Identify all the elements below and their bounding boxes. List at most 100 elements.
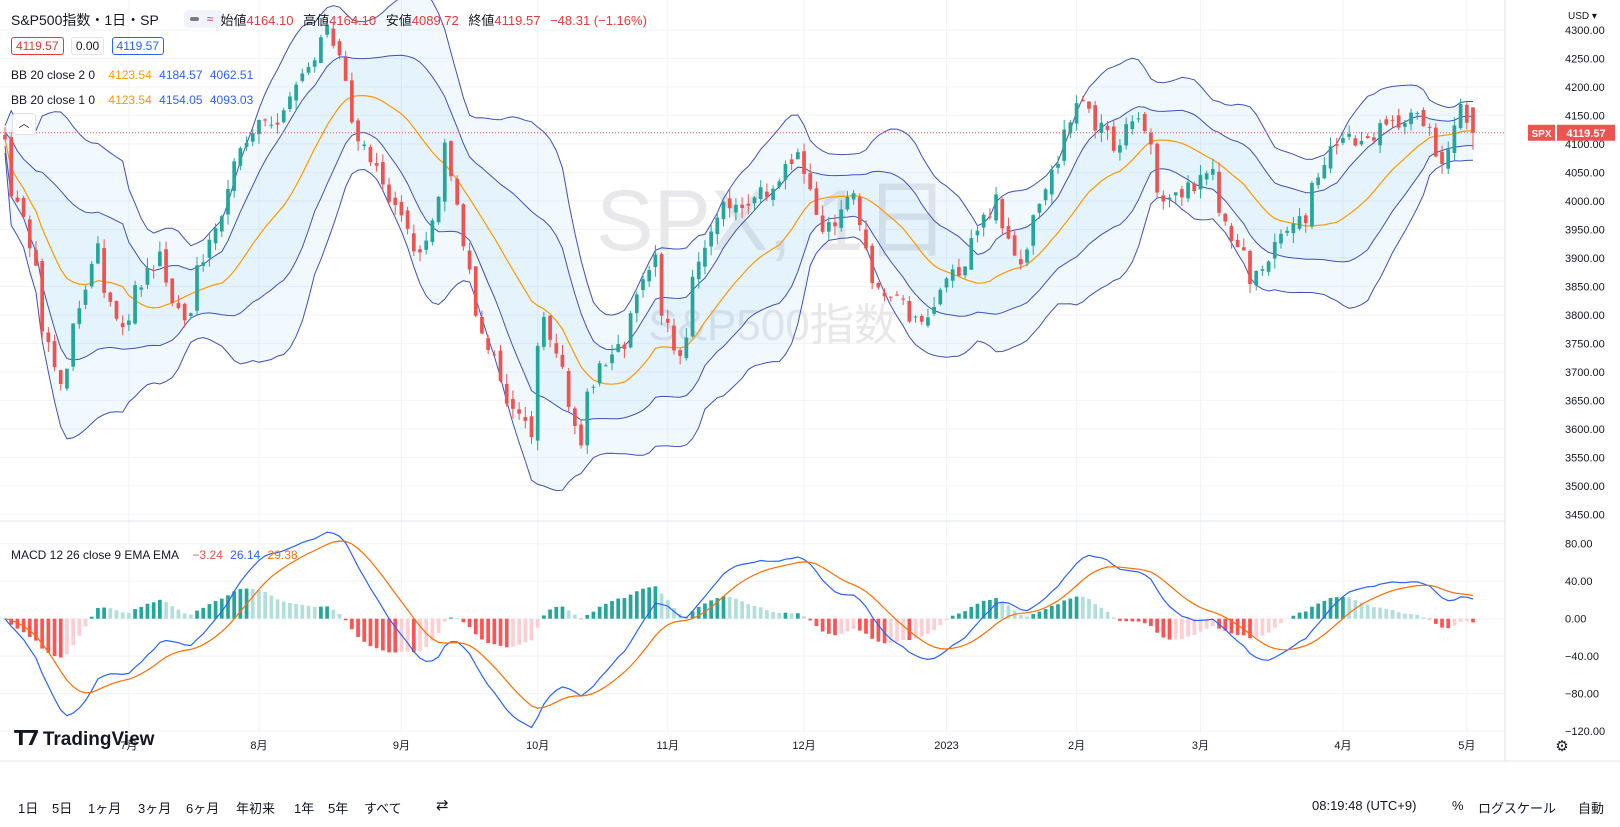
candle-body xyxy=(1248,251,1252,285)
price-tag: 4119.57 xyxy=(1566,128,1605,140)
sell-button[interactable]: 4119.57 xyxy=(11,37,64,55)
range-5y[interactable]: 5年 xyxy=(328,801,349,816)
chart-canvas[interactable]: SPX, 1日 S&P500指数 USD ▾3450.003500.003550… xyxy=(0,0,1620,790)
candle-body xyxy=(40,261,45,332)
bb2-fill xyxy=(5,0,1473,491)
price-tick-label: 4250.00 xyxy=(1565,53,1605,65)
candle-body xyxy=(1272,241,1277,259)
macd-histogram-bar xyxy=(1347,597,1351,619)
bb2-legend[interactable]: BB 20 close 2 0 4123.54 4184.57 4062.51 xyxy=(11,68,257,82)
macd-histogram-bar xyxy=(851,618,856,629)
candle-body xyxy=(139,287,144,290)
candle-body xyxy=(901,298,906,300)
symbol-title[interactable]: S&P500指数・1日・SP xyxy=(11,12,159,28)
range-1m[interactable]: 1ヶ月 xyxy=(88,801,122,816)
candles xyxy=(0,18,1505,455)
candle-body xyxy=(795,152,800,160)
open-value: 4164.10 xyxy=(246,13,294,28)
candle-body xyxy=(715,217,720,235)
candle-body xyxy=(1062,129,1067,161)
macd-histogram-bar xyxy=(1254,618,1259,638)
range-all[interactable]: すべて xyxy=(364,801,402,816)
macd-histogram-bar xyxy=(219,598,224,619)
candle-body xyxy=(399,201,404,216)
macd-histogram-bar xyxy=(1415,614,1420,619)
candle-body xyxy=(27,219,32,249)
bb1-legend[interactable]: BB 20 close 1 0 4123.54 4154.05 4093.03 xyxy=(11,93,257,107)
candle-body xyxy=(393,197,398,206)
macd-histogram-bar xyxy=(1390,609,1395,619)
candle-body xyxy=(424,240,429,250)
clock-time[interactable]: 08:19:48 (UTC+9) xyxy=(1312,798,1417,813)
macd-histogram-bar xyxy=(1440,618,1444,628)
range-ytd[interactable]: 年初来 xyxy=(236,801,276,816)
log-scale-toggle[interactable]: ログスケール xyxy=(1478,801,1557,816)
candle-body xyxy=(498,350,503,382)
candle-body xyxy=(888,296,893,298)
macd-histogram-bar xyxy=(895,618,899,642)
time-tick-label: 7月 xyxy=(120,740,137,752)
symbol-legend: S&P500指数・1日・SP 始値4164.10 高値4164.10 安値408… xyxy=(11,10,653,30)
range-5d[interactable]: 5日 xyxy=(52,801,73,816)
buy-button[interactable]: 4119.57 xyxy=(111,37,165,55)
candle-body xyxy=(603,365,608,367)
wave-icon: ≈ xyxy=(207,12,214,26)
settings-gear-icon[interactable]: ⚙ xyxy=(1555,738,1568,755)
macd-histogram-bar xyxy=(139,606,144,619)
candle-body xyxy=(1099,122,1104,133)
candle-body xyxy=(1049,169,1054,195)
tradingview-logo[interactable]: 𝗧𝟳 TradingView xyxy=(14,726,154,751)
macd-histogram-bar xyxy=(480,618,484,640)
macd-histogram-bar xyxy=(1353,600,1358,619)
candle-body xyxy=(672,325,676,351)
range-1d[interactable]: 1日 xyxy=(18,801,39,816)
candle-body xyxy=(133,285,137,324)
range-1y[interactable]: 1年 xyxy=(294,801,315,816)
candle-body xyxy=(176,303,181,309)
candle-body xyxy=(721,201,726,220)
candle-body xyxy=(1210,169,1215,175)
macd-histogram-bar xyxy=(622,598,627,619)
range-3m[interactable]: 3ヶ月 xyxy=(138,801,172,816)
candle-body xyxy=(1316,177,1321,186)
candle-body xyxy=(281,110,286,123)
candle-body xyxy=(1111,126,1116,151)
time-tick-label: 2023 xyxy=(934,740,958,752)
date-range-icon[interactable]: ⇄ xyxy=(436,797,449,814)
macd-histogram-bar xyxy=(740,601,744,619)
candle-body xyxy=(1458,103,1463,129)
macd-histogram-bar xyxy=(783,612,788,619)
candle-body xyxy=(572,408,577,427)
candle-body xyxy=(957,267,961,276)
time-tick-label: 12月 xyxy=(792,740,815,752)
macd-histogram-bar xyxy=(511,618,515,647)
auto-scale-toggle[interactable]: 自動 xyxy=(1578,801,1605,816)
macd-hist-value: −3.24 xyxy=(192,548,223,562)
percent-toggle[interactable]: % xyxy=(1452,798,1464,813)
candle-body xyxy=(1006,226,1011,239)
macd-histogram-bar xyxy=(250,589,255,619)
candle-body xyxy=(213,228,218,244)
candle-body xyxy=(1310,182,1314,227)
candle-body xyxy=(1297,216,1302,229)
candle-body xyxy=(1155,143,1159,193)
macd-histogram-bar xyxy=(238,589,243,619)
macd-legend[interactable]: MACD 12 26 close 9 EMA EMA −3.24 26.14 2… xyxy=(11,548,302,562)
candle-body xyxy=(492,354,497,356)
macd-histogram-bar xyxy=(1080,596,1085,619)
macd-histogram-bar xyxy=(145,603,150,619)
macd-histogram-bar xyxy=(52,618,57,657)
macd-histogram-bar xyxy=(957,613,961,619)
macd-histogram-bar xyxy=(58,618,63,658)
indicator-tools[interactable]: ≈ xyxy=(184,10,222,28)
candle-body xyxy=(1037,203,1042,213)
candle-body xyxy=(151,269,156,271)
candle-body xyxy=(250,133,255,142)
candle-body xyxy=(610,354,614,364)
macd-histogram-bar xyxy=(102,607,106,619)
range-6m[interactable]: 6ヶ月 xyxy=(186,801,220,816)
macd-histogram-bar xyxy=(288,603,292,619)
candle-body xyxy=(1446,149,1451,169)
macd-histogram-bar xyxy=(833,618,837,636)
collapse-legend-button[interactable]: ︿ xyxy=(12,113,36,135)
